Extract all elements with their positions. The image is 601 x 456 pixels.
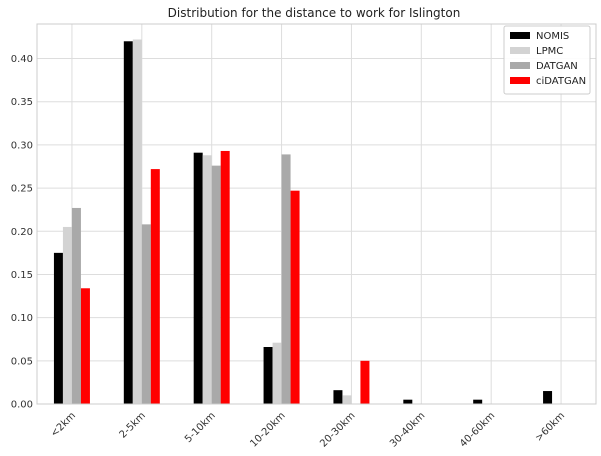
bar-nomis-0 xyxy=(53,252,63,404)
y-tick-label: 0.40 xyxy=(11,54,33,65)
y-tick-label: 0.00 xyxy=(11,400,33,411)
y-tick-label: 0.30 xyxy=(11,140,33,151)
bar-lpmc-4 xyxy=(342,395,352,404)
y-tick-label: 0.20 xyxy=(11,227,33,238)
bar-lpmc-0 xyxy=(62,226,72,404)
bar-cidatgan-1 xyxy=(150,169,160,404)
bar-nomis-3 xyxy=(263,347,273,404)
legend-swatch xyxy=(510,62,530,69)
bar-nomis-1 xyxy=(123,41,133,404)
legend-label: LPMC xyxy=(536,46,563,57)
y-tick-label: 0.25 xyxy=(11,184,33,195)
legend-label: NOMIS xyxy=(536,31,569,42)
plot-frame xyxy=(36,23,597,405)
x-tick-label: 5-10km xyxy=(183,410,218,445)
legend: NOMIS LPMC DATGAN ciDATGAN xyxy=(503,25,591,95)
legend-swatch xyxy=(510,77,530,84)
x-tick-label: 2-5km xyxy=(118,410,148,440)
x-tick-label: <2km xyxy=(49,410,78,439)
bar-lpmc-3 xyxy=(272,342,282,404)
bar-lpmc-2 xyxy=(202,155,212,404)
x-tick-label: 30-40km xyxy=(388,410,427,449)
bar-cidatgan-2 xyxy=(220,150,230,404)
y-tick-label: 0.10 xyxy=(11,313,33,324)
bar-lpmc-1 xyxy=(132,39,142,404)
bar-nomis-2 xyxy=(193,152,203,404)
bars xyxy=(53,39,553,404)
bar-nomis-6 xyxy=(473,399,483,404)
y-tick-label: 0.15 xyxy=(11,270,33,281)
x-tick-label: 10-20km xyxy=(248,410,287,449)
y-tick-label: 0.35 xyxy=(11,97,33,108)
x-axis: <2km 2-5km 5-10km 10-20km 20-30km 30-40km 40-6… xyxy=(49,410,567,449)
bar-cidatgan-3 xyxy=(290,190,300,404)
y-tick-label: 0.05 xyxy=(11,356,33,367)
bar-datgan-2 xyxy=(211,165,221,404)
chart-title: Distribution for the distance to work fo… xyxy=(168,6,461,20)
bar-datgan-3 xyxy=(281,154,291,404)
x-tick-label: 40-60km xyxy=(458,410,497,449)
bar-nomis-7 xyxy=(543,391,553,404)
bar-cidatgan-0 xyxy=(80,288,90,404)
legend-label: DATGAN xyxy=(536,61,578,72)
legend-swatch xyxy=(510,32,530,39)
bar-datgan-1 xyxy=(141,224,151,404)
bar-nomis-4 xyxy=(333,390,343,404)
x-tick-label: 20-30km xyxy=(318,410,357,449)
bar-datgan-0 xyxy=(71,207,81,404)
x-tick-label: >60km xyxy=(533,410,567,444)
y-axis: 0.00 0.05 0.10 0.15 0.20 0.25 0.30 0.35 0.40 xyxy=(11,54,33,410)
legend-swatch xyxy=(510,47,530,54)
bar-cidatgan-4 xyxy=(360,360,370,404)
bar-nomis-5 xyxy=(403,399,413,404)
legend-label: ciDATGAN xyxy=(536,76,586,87)
